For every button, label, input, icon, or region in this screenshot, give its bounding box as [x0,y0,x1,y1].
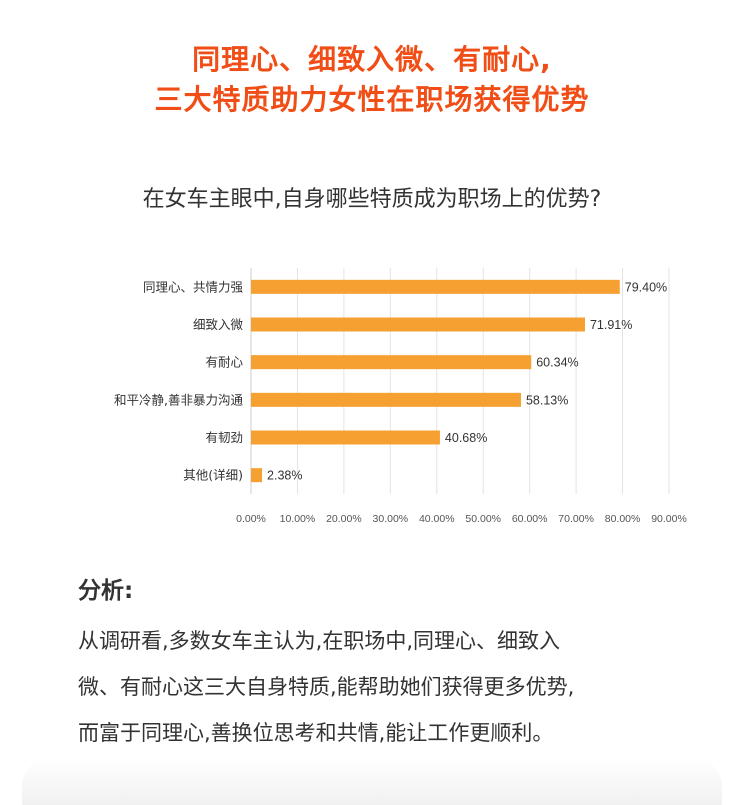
category-label: 和平冷静,善非暴力沟通 [114,392,243,407]
chart-question: 在女车主眼中,自身哪些特质成为职场上的优势? [142,187,602,212]
bar [251,317,585,332]
headline-line-1: 同理心、细致入微、有耐心, [192,43,552,76]
bar [251,468,263,483]
x-tick-label: 80.00% [605,513,641,525]
value-label: 60.34% [536,356,578,370]
analysis-body: 从调研看,多数女车主认为,在职场中,同理心、细致入 微、有耐心这三大自身特质,能… [78,618,698,756]
bar [251,279,620,294]
x-tick-label: 0.00% [236,513,266,525]
bar-chart: 0.00% 10.00% 20.00% 30.00% 40.00% 50.00% 60.00… [114,268,687,525]
category-label: 同理心、共情力强 [143,279,244,294]
value-label: 2.38% [267,469,302,483]
x-tick-label: 70.00% [558,513,594,525]
value-label: 40.68% [445,431,487,445]
value-label: 79.40% [625,280,667,294]
x-tick-label: 50.00% [465,513,501,525]
bar [251,430,440,445]
analysis-line-1: 从调研看,多数女车主认为,在职场中,同理心、细致入 [78,629,561,653]
bar [251,392,521,407]
category-label: 有耐心 [205,355,243,370]
bottom-card-edge [22,757,722,805]
headline: 同理心、细致入微、有耐心, 三大特质助力女性在职场获得优势 [0,40,744,120]
analysis-line-3: 而富于同理心,善换位思考和共情,能让工作更顺利。 [78,721,554,745]
category-label: 细致入微 [193,317,244,332]
x-tick-label: 20.00% [326,513,362,525]
headline-line-2: 三大特质助力女性在职场获得优势 [154,83,590,116]
bar [251,355,532,370]
x-tick-label: 90.00% [651,513,687,525]
value-label: 71.91% [590,318,632,332]
category-label: 有韧劲 [205,430,243,445]
analysis-title: 分析: [78,578,134,604]
analysis-line-2: 微、有耐心这三大自身特质,能帮助她们获得更多优势, [78,675,575,699]
x-tick-label: 10.00% [280,513,316,525]
x-tick-label: 60.00% [512,513,548,525]
x-tick-label: 30.00% [373,513,409,525]
x-tick-label: 40.00% [419,513,455,525]
category-label: 其他(详细) [183,468,243,483]
value-label: 58.13% [526,393,568,407]
